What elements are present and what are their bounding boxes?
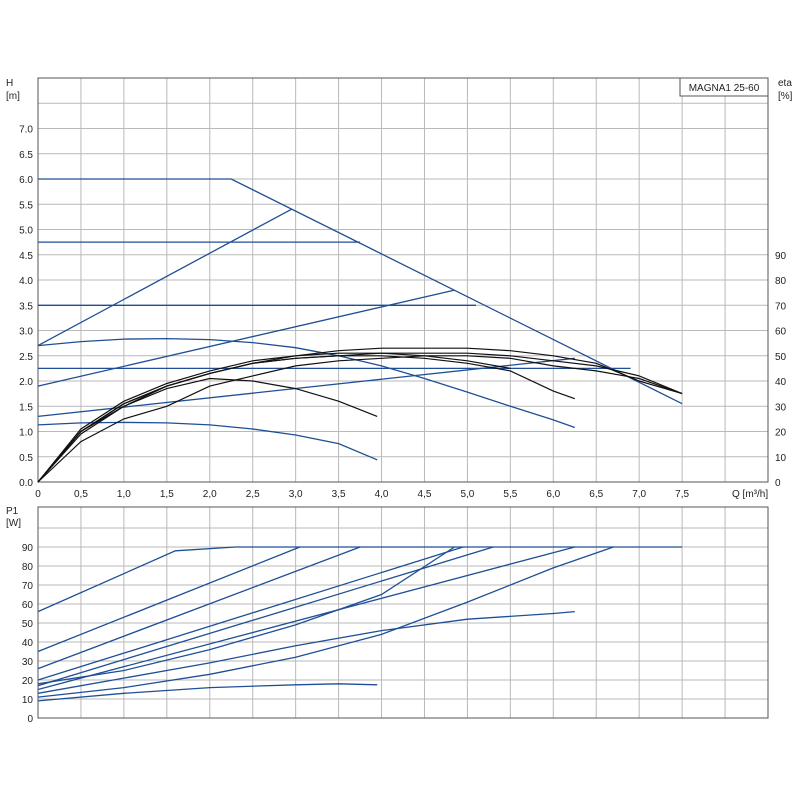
x-tick-label: 2,5: [246, 489, 260, 500]
y-tick-label-power: 70: [22, 581, 34, 592]
y-tick-label-eta: 70: [775, 301, 787, 312]
y-tick-label-power: 40: [22, 638, 34, 649]
y-tick-label-head: 7.0: [19, 125, 33, 136]
efficiency-curve: [37, 352, 511, 483]
y-tick-label-head: 0.0: [19, 478, 33, 489]
y-tick-label-head: 6.5: [19, 150, 33, 161]
y-tick-label-power: 90: [22, 543, 34, 554]
y-tick-label-power: 50: [22, 619, 34, 630]
y-tick-label-head: 3.0: [19, 327, 33, 338]
x-tick-label: 3,0: [289, 489, 303, 500]
y-tick-label-head: 2.5: [19, 352, 33, 363]
x-tick-label: 1,5: [160, 489, 174, 500]
y-tick-label-eta: 30: [775, 402, 787, 413]
plot-frame-power: [37, 506, 769, 719]
y-axis-label-eta: eta: [778, 78, 792, 89]
y-axis-label-head: H: [6, 78, 13, 89]
head-curve: [37, 337, 576, 429]
y-tick-label-eta: 50: [775, 352, 787, 363]
y-tick-label-power: 80: [22, 562, 34, 573]
head-curve: [37, 421, 378, 461]
x-tick-label: 4,5: [418, 489, 432, 500]
y-tick-label-head: 2.0: [19, 377, 33, 388]
y-tick-label-head: 1.5: [19, 402, 33, 413]
y-tick-label-eta: 0: [775, 478, 781, 489]
x-tick-label: 7,5: [675, 489, 689, 500]
power-curve: [37, 546, 494, 687]
y-tick-label-head: 5.0: [19, 226, 33, 237]
y-tick-label-head: 3.5: [19, 301, 33, 312]
y-tick-label-head: 5.5: [19, 200, 33, 211]
x-tick-label: 1,0: [117, 489, 131, 500]
plot-frame-head: [37, 77, 769, 483]
control-line: [37, 357, 575, 418]
control-line: [37, 208, 292, 347]
x-tick-label: 6,0: [546, 489, 560, 500]
efficiency-curve: [37, 347, 683, 483]
head-curve: [38, 178, 683, 405]
y-tick-label-head: 4.5: [19, 251, 33, 262]
power-curve: [37, 546, 301, 653]
y-tick-label-eta: 10: [775, 453, 787, 464]
x-tick-label: 4,0: [375, 489, 389, 500]
x-tick-label: 5,0: [460, 489, 474, 500]
efficiency-curve: [37, 377, 378, 483]
y-tick-label-eta: 20: [775, 428, 787, 439]
y-axis-label-power: P1: [6, 506, 19, 517]
efficiency-curve: [37, 352, 683, 483]
x-tick-label: 6,5: [589, 489, 603, 500]
y-tick-label-eta: 60: [775, 327, 787, 338]
y-tick-label-eta: 40: [775, 377, 787, 388]
x-tick-label: 3,5: [332, 489, 346, 500]
y-tick-label-head: 6.0: [19, 175, 33, 186]
y-tick-label-head: 1.0: [19, 428, 33, 439]
y-tick-label-eta: 80: [775, 276, 787, 287]
efficiency-curve: [37, 355, 683, 483]
y-tick-label-power: 20: [22, 676, 34, 687]
power-curve: [37, 546, 455, 685]
y-tick-label-power: 0: [27, 714, 33, 725]
y-tick-label-power: 10: [22, 695, 34, 706]
y-tick-label-head: 4.0: [19, 276, 33, 287]
x-tick-label: 0,5: [74, 489, 88, 500]
y-tick-label-power: 60: [22, 600, 34, 611]
chart-title: MAGNA1 25-60: [689, 83, 760, 94]
title-box: [679, 77, 769, 97]
control-line: [37, 289, 455, 387]
power-curve: [37, 546, 575, 691]
y-tick-label-power: 30: [22, 657, 34, 668]
power-curve: [37, 610, 575, 694]
x-tick-label: 2,0: [203, 489, 217, 500]
y-tick-label-eta: 90: [775, 251, 787, 262]
power-curve: [37, 546, 464, 681]
power-curve: [37, 683, 378, 702]
power-curve: [37, 546, 361, 670]
y-axis-unit-eta: [%]: [778, 91, 793, 102]
y-axis-unit-head: [m]: [6, 91, 20, 102]
x-tick-label: 7,0: [632, 489, 646, 500]
y-axis-unit-power: [W]: [6, 518, 21, 529]
power-curve: [37, 546, 614, 698]
y-tick-label-head: 0.5: [19, 453, 33, 464]
power-curve: [37, 546, 683, 613]
x-tick-label: 5,5: [503, 489, 517, 500]
efficiency-curve: [37, 355, 575, 483]
x-tick-label: 0: [35, 489, 41, 500]
x-axis-label: Q [m³/h]: [732, 489, 768, 500]
